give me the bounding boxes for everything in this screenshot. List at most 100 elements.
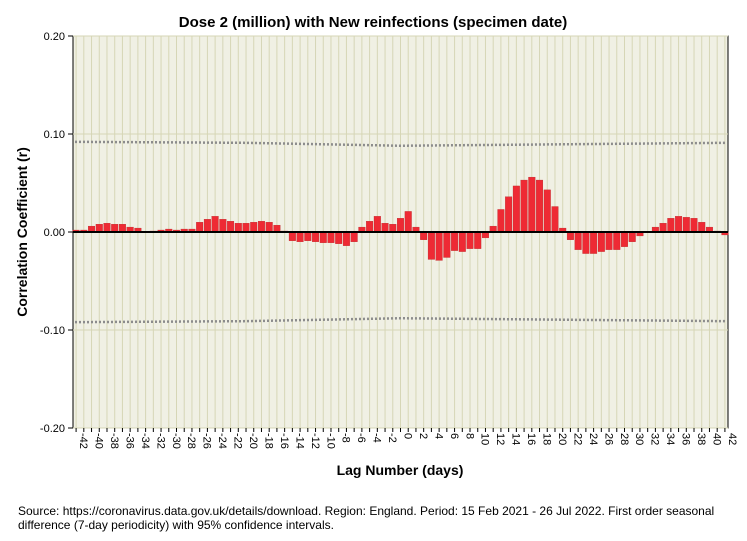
bar-lag--11	[312, 231, 320, 242]
bar-lag--25	[203, 219, 211, 233]
x-tick-label: 22	[571, 433, 583, 445]
x-tick-label: 38	[695, 433, 707, 445]
x-tick-label: -38	[108, 433, 120, 449]
bar-lag-1	[404, 211, 412, 233]
x-tick-label: -10	[324, 433, 336, 449]
bar-lag-24	[582, 231, 590, 254]
bar-lag-14	[505, 196, 513, 233]
bar-lag--23	[219, 219, 227, 233]
x-tick-label: 36	[680, 433, 692, 445]
y-axis-label: Correlation Coefficient (r)	[14, 147, 30, 317]
y-tick-label: -0.20	[40, 423, 65, 435]
x-tick-label: 12	[494, 433, 506, 445]
bar-lag-28	[613, 231, 621, 250]
x-tick-label: -40	[93, 433, 105, 449]
x-tick-label: 42	[726, 433, 738, 445]
x-tick-label: -26	[201, 433, 213, 449]
bar-lag-7	[451, 231, 459, 251]
bar-lag--4	[366, 221, 374, 233]
bar-lag--17	[265, 222, 273, 233]
y-axis: 0.20 0.10 0.00 -0.10 -0.20	[40, 31, 73, 435]
bar-lag--21	[234, 223, 242, 233]
x-tick-label: 16	[525, 433, 537, 445]
bar-lag-9	[466, 231, 474, 249]
y-tick-label: 0.00	[44, 227, 65, 239]
bar-lag--19	[250, 222, 258, 233]
bar-lag--13	[296, 231, 304, 242]
x-tick-label: 2	[417, 433, 429, 439]
bar-lag-17	[528, 176, 536, 233]
x-tick-label: 30	[633, 433, 645, 445]
x-tick-label: -16	[278, 433, 290, 449]
x-tick-label: -6	[355, 433, 367, 443]
x-axis: -42 -40 -38 -36 -34 -32 -30 -28 -26 -24 -22 -20 -18-…	[75, 428, 738, 449]
bar-lag--3	[373, 216, 381, 233]
bar-lag-35	[667, 218, 675, 233]
bar-lag-19	[543, 189, 551, 233]
x-tick-label: -22	[232, 433, 244, 449]
bar-lag-6	[443, 231, 451, 258]
bar-lag-25	[590, 231, 598, 254]
bar-lag--26	[196, 222, 204, 233]
bar-lag-36	[675, 216, 683, 233]
x-tick-label: 6	[448, 433, 460, 439]
confidence-interval-layer	[74, 140, 727, 324]
bar-lag--39	[95, 224, 103, 233]
bar-lag--14	[288, 231, 296, 241]
x-tick-label: 34	[664, 433, 676, 445]
bar-lag--37	[111, 224, 119, 233]
chart-title: Dose 2 (million) with New reinfections (…	[179, 14, 567, 31]
y-tick-label: 0.20	[44, 31, 65, 43]
x-tick-label: -36	[123, 433, 135, 449]
y-tick-label: 0.10	[44, 129, 65, 141]
x-tick-label: -2	[386, 433, 398, 443]
x-tick-label: 18	[541, 433, 553, 445]
bar-lag-22	[566, 231, 574, 240]
bar-lag--10	[319, 231, 327, 243]
bar-lag-37	[682, 217, 690, 233]
x-tick-label: 28	[618, 433, 630, 445]
bar-lag--18	[257, 221, 265, 233]
bar-lag-15	[512, 185, 520, 233]
x-tick-label: 8	[463, 433, 475, 439]
bar-lag-34	[659, 223, 667, 233]
y-tick-label: -0.10	[40, 325, 65, 337]
x-axis-label: Lag Number (days)	[337, 462, 464, 478]
bar-lag-38	[690, 218, 698, 233]
bar-lag--36	[118, 224, 126, 233]
source-note: Source: https://coronavirus.data.gov.uk/…	[18, 504, 715, 532]
bar-lag--7	[342, 231, 350, 246]
bar-lag-0	[397, 218, 404, 233]
x-tick-label: -8	[340, 433, 352, 443]
x-tick-label: 0	[402, 433, 414, 439]
x-tick-label: 26	[602, 433, 614, 445]
x-tick-label: 10	[479, 433, 491, 445]
x-tick-label: 32	[649, 433, 661, 445]
x-tick-label: 24	[587, 433, 599, 445]
x-tick-label: -24	[216, 433, 228, 449]
bar-lag--1	[389, 224, 397, 233]
bar-lag-23	[574, 231, 582, 250]
bar-lag-4	[427, 231, 435, 260]
bar-lag-20	[551, 206, 559, 233]
x-tick-label: -20	[247, 433, 259, 449]
x-tick-label: 20	[556, 433, 568, 445]
bar-lag--16	[273, 224, 281, 233]
bar-lag-26	[597, 231, 605, 252]
bar-lag--38	[103, 223, 111, 233]
x-tick-label: -14	[293, 433, 305, 449]
bar-lag--20	[242, 223, 250, 233]
x-tick-label: 4	[432, 433, 444, 439]
x-tick-label: -4	[371, 433, 383, 443]
bar-lag--6	[350, 231, 358, 242]
confidence-limit-upper	[74, 140, 727, 148]
confidence-limit-lower	[74, 316, 727, 324]
bar-lag-16	[520, 179, 528, 233]
x-tick-label: -28	[185, 433, 197, 449]
x-tick-label: -42	[77, 433, 89, 449]
bar-lag-18	[536, 179, 544, 233]
x-tick-label: -12	[309, 433, 321, 449]
bar-lag-3	[420, 231, 428, 240]
x-tick-label: -18	[262, 433, 274, 449]
